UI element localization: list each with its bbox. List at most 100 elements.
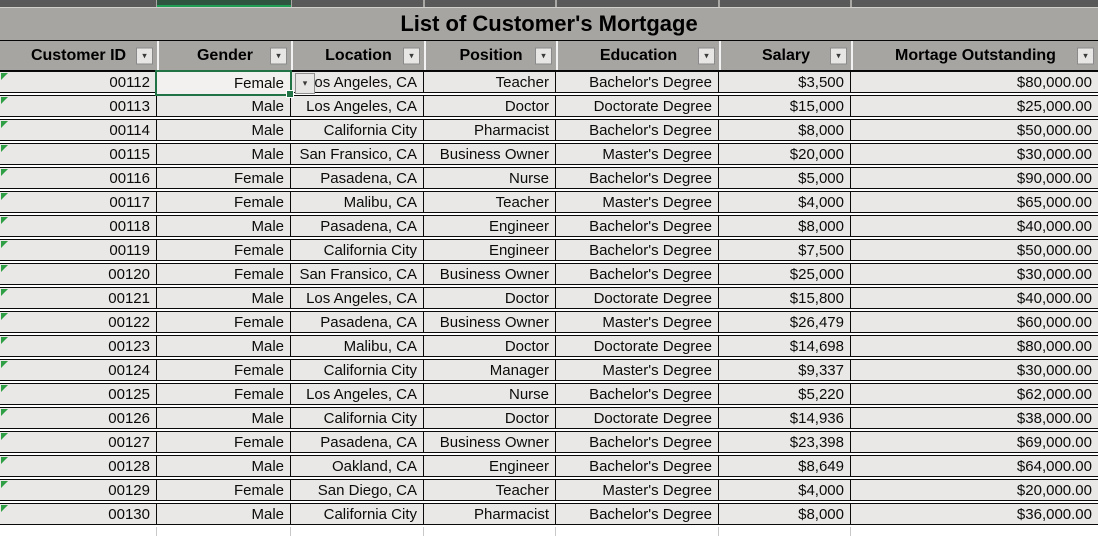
cell-education[interactable]: Doctorate Degree (556, 96, 719, 116)
cell-location[interactable]: Pasadena, CA (291, 432, 424, 452)
cell-salary[interactable]: $25,000 (719, 264, 851, 284)
cell-education[interactable]: Bachelor's Degree (556, 168, 719, 188)
column-header-customer-id[interactable]: Customer ID ▾ (0, 41, 157, 70)
cell-customer-id[interactable]: 00124 (0, 360, 157, 380)
column-header-position[interactable]: Position ▾ (424, 41, 556, 70)
cell-position[interactable]: Nurse (424, 168, 556, 188)
cell-location[interactable]: California City (291, 504, 424, 524)
column-header-gender[interactable]: Gender ▾ (157, 41, 291, 70)
cell-location[interactable]: Oakland, CA (291, 456, 424, 476)
cell-gender[interactable]: Female (157, 360, 291, 380)
cell-education[interactable]: Master's Degree (556, 192, 719, 212)
cell-education[interactable]: Bachelor's Degree (556, 456, 719, 476)
filter-dropdown-button-salary[interactable]: ▾ (830, 47, 847, 64)
cell-education[interactable]: Doctorate Degree (556, 336, 719, 356)
cell-mortage-outstanding[interactable]: $30,000.00 (851, 264, 1098, 284)
column-header-location[interactable]: Location ▾ (291, 41, 424, 70)
cell-position[interactable]: Engineer (424, 456, 556, 476)
cell-mortage-outstanding[interactable]: $65,000.00 (851, 192, 1098, 212)
cell-mortage-outstanding[interactable]: $20,000.00 (851, 480, 1098, 500)
cell-customer-id[interactable]: 00128 (0, 456, 157, 476)
filter-dropdown-button-position[interactable]: ▾ (535, 47, 552, 64)
cell-salary[interactable]: $5,000 (719, 168, 851, 188)
cell-salary[interactable]: $14,936 (719, 408, 851, 428)
cell-mortage-outstanding[interactable]: $25,000.00 (851, 96, 1098, 116)
cell-location[interactable]: Pasadena, CA (291, 216, 424, 236)
cell-location[interactable]: California City (291, 408, 424, 428)
cell-location[interactable]: Los Angeles, CA (291, 384, 424, 404)
cell-customer-id[interactable]: 00112 (0, 72, 157, 92)
cell-mortage-outstanding[interactable]: $36,000.00 (851, 504, 1098, 524)
cell-position[interactable]: Manager (424, 360, 556, 380)
cell-position[interactable]: Doctor (424, 336, 556, 356)
cell-mortage-outstanding[interactable]: $80,000.00 (851, 72, 1098, 92)
cell-salary[interactable]: $4,000 (719, 480, 851, 500)
cell-customer-id[interactable]: 00125 (0, 384, 157, 404)
cell-gender[interactable]: Male (157, 408, 291, 428)
cell-customer-id[interactable]: 00123 (0, 336, 157, 356)
cell-gender[interactable]: Male (157, 216, 291, 236)
cell-gender[interactable]: Male (157, 336, 291, 356)
column-header-education[interactable]: Education ▾ (556, 41, 719, 70)
cell-customer-id[interactable]: 00114 (0, 120, 157, 140)
cell-salary[interactable]: $8,000 (719, 504, 851, 524)
cell-education[interactable]: Master's Degree (556, 360, 719, 380)
cell-mortage-outstanding[interactable]: $50,000.00 (851, 240, 1098, 260)
cell-customer-id[interactable]: 00116 (0, 168, 157, 188)
cell-education[interactable]: Bachelor's Degree (556, 216, 719, 236)
cell-position[interactable]: Teacher (424, 72, 556, 92)
cell-customer-id[interactable]: 00126 (0, 408, 157, 428)
cell-location[interactable]: Malibu, CA (291, 192, 424, 212)
cell-education[interactable]: Bachelor's Degree (556, 384, 719, 404)
selected-cell[interactable]: Female ▾ (155, 70, 315, 98)
cell-education[interactable]: Master's Degree (556, 480, 719, 500)
title-merged-cell[interactable]: List of Customer's Mortgage (0, 7, 1098, 41)
cell-position[interactable]: Nurse (424, 384, 556, 404)
cell-salary[interactable]: $8,649 (719, 456, 851, 476)
cell-customer-id[interactable]: 00122 (0, 312, 157, 332)
cell-customer-id[interactable]: 00117 (0, 192, 157, 212)
cell-customer-id[interactable]: 00115 (0, 144, 157, 164)
cell-position[interactable]: Teacher (424, 192, 556, 212)
cell-mortage-outstanding[interactable]: $69,000.00 (851, 432, 1098, 452)
column-header-mortage-outstanding[interactable]: Mortage Outstanding ▾ (851, 41, 1098, 70)
cell-education[interactable]: Bachelor's Degree (556, 504, 719, 524)
cell-location[interactable]: Pasadena, CA (291, 168, 424, 188)
cell-mortage-outstanding[interactable]: $38,000.00 (851, 408, 1098, 428)
cell-location[interactable]: Malibu, CA (291, 336, 424, 356)
cell-gender[interactable]: Male (157, 288, 291, 308)
cell-customer-id[interactable]: 00127 (0, 432, 157, 452)
cell-position[interactable]: Doctor (424, 96, 556, 116)
cell-education[interactable]: Doctorate Degree (556, 408, 719, 428)
cell-position[interactable]: Business Owner (424, 144, 556, 164)
cell-position[interactable]: Engineer (424, 216, 556, 236)
cell-customer-id[interactable]: 00129 (0, 480, 157, 500)
cell-salary[interactable]: $3,500 (719, 72, 851, 92)
cell-mortage-outstanding[interactable]: $80,000.00 (851, 336, 1098, 356)
cell-position[interactable]: Teacher (424, 480, 556, 500)
cell-salary[interactable]: $4,000 (719, 192, 851, 212)
cell-location[interactable]: Los Angeles, CA (291, 96, 424, 116)
cell-position[interactable]: Business Owner (424, 264, 556, 284)
cell-customer-id[interactable]: 00119 (0, 240, 157, 260)
cell-mortage-outstanding[interactable]: $50,000.00 (851, 120, 1098, 140)
cell-customer-id[interactable]: 00113 (0, 96, 157, 116)
cell-location[interactable]: Pasadena, CA (291, 312, 424, 332)
cell-location[interactable]: California City (291, 240, 424, 260)
cell-education[interactable]: Bachelor's Degree (556, 432, 719, 452)
cell-education[interactable]: Bachelor's Degree (556, 264, 719, 284)
cell-location[interactable]: Los Angeles, CA (291, 288, 424, 308)
cell-mortage-outstanding[interactable]: $40,000.00 (851, 288, 1098, 308)
cell-gender[interactable]: Female (157, 192, 291, 212)
cell-customer-id[interactable]: 00118 (0, 216, 157, 236)
cell-location[interactable]: California City (291, 360, 424, 380)
cell-position[interactable]: Engineer (424, 240, 556, 260)
cell-education[interactable]: Master's Degree (556, 144, 719, 164)
cell-gender[interactable]: Female (157, 432, 291, 452)
cell-gender[interactable]: Male (157, 120, 291, 140)
filter-dropdown-button-location[interactable]: ▾ (403, 47, 420, 64)
cell-gender[interactable]: Female (157, 168, 291, 188)
cell-salary[interactable]: $23,398 (719, 432, 851, 452)
cell-salary[interactable]: $15,800 (719, 288, 851, 308)
cell-salary[interactable]: $20,000 (719, 144, 851, 164)
